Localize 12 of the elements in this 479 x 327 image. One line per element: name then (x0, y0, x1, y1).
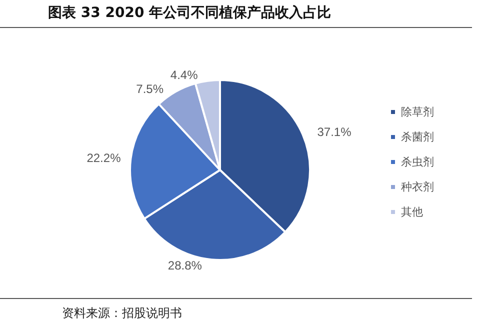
legend-label: 杀虫剂 (401, 156, 434, 168)
data-label: 28.8% (168, 258, 202, 273)
data-label: 7.5% (136, 82, 164, 96)
data-label: 22.2% (86, 150, 122, 165)
chart-title: 图表 33 2020 年公司不同植保产品收入占比 (0, 0, 472, 28)
data-label: 4.4% (170, 68, 198, 82)
text: 资料来源：招股说明书 (0, 298, 472, 322)
legend-label: 其他 (401, 206, 423, 218)
legend-label: 种衣剂 (401, 180, 434, 194)
legend-label: 杀菌剂 (401, 130, 434, 144)
legend-label: 除草剂 (401, 106, 434, 118)
data-label: 37.1% (317, 125, 352, 140)
